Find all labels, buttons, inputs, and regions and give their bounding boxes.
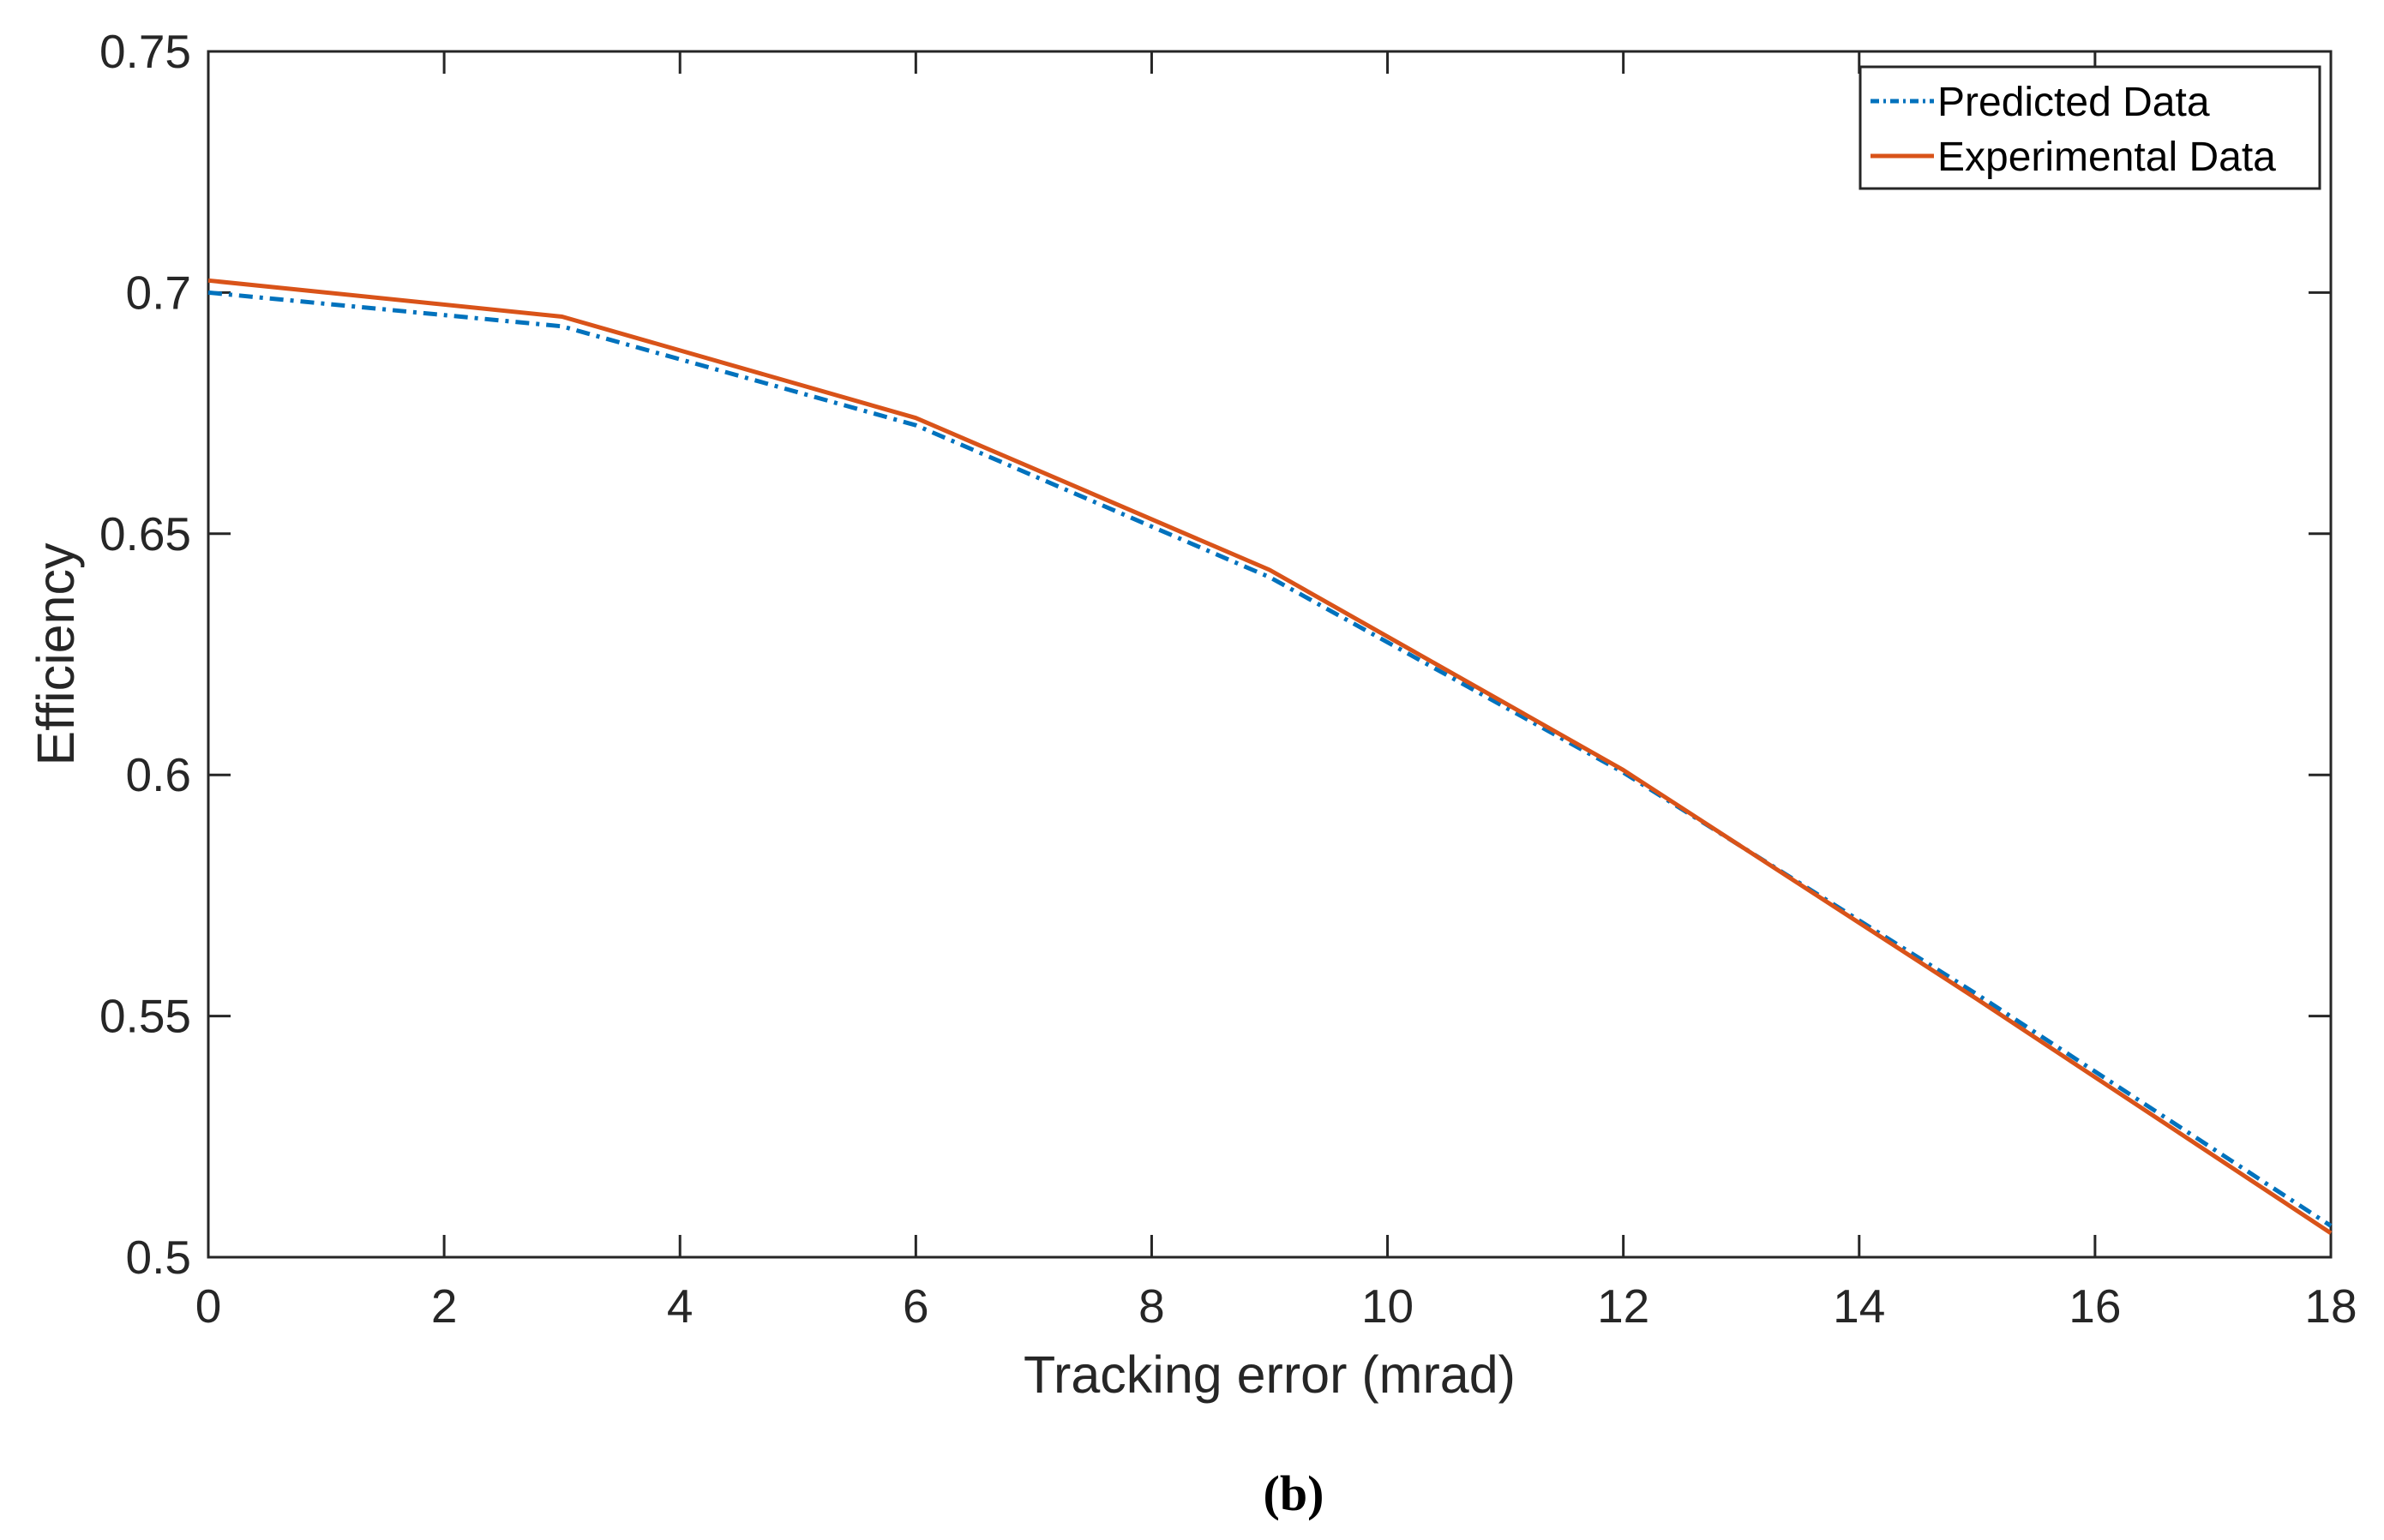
- y-tick-label: 0.55: [99, 990, 191, 1043]
- y-tick-label: 0.6: [126, 748, 191, 801]
- x-tick-label: 14: [1833, 1279, 1885, 1333]
- y-tick-label: 0.75: [99, 25, 191, 78]
- x-tick-label: 8: [1138, 1279, 1165, 1333]
- legend-label-predicted: Predicted Data: [1937, 80, 2210, 125]
- x-tick-label: 10: [1361, 1279, 1414, 1333]
- x-tick-label: 0: [195, 1279, 222, 1333]
- legend: Predicted Data Experimental Data: [1859, 65, 2321, 190]
- series-line-experimental: [207, 278, 2333, 1235]
- figure-caption: (b): [1264, 1465, 1324, 1521]
- plot-frame: [207, 50, 2333, 1259]
- x-axis-title: Tracking error (mrad): [1024, 1345, 1516, 1404]
- x-tick-label: 12: [1597, 1279, 1649, 1333]
- y-tick-label: 0.65: [99, 507, 191, 560]
- y-tick-label: 0.5: [126, 1231, 191, 1284]
- x-tick-label: 18: [2304, 1279, 2357, 1333]
- y-tick-label: 0.7: [126, 266, 191, 319]
- x-tick-label: 16: [2069, 1279, 2121, 1333]
- legend-box: [1859, 65, 2321, 190]
- x-tick-label: 2: [431, 1279, 458, 1333]
- plot-area: [207, 50, 2333, 1259]
- x-tick-label: 6: [903, 1279, 929, 1333]
- legend-label-experimental: Experimental Data: [1937, 135, 2276, 180]
- x-tick-label: 4: [667, 1279, 694, 1333]
- series-lines: [207, 278, 2333, 1235]
- axis-ticks: 0 2 4 6 8 10 12 14 16 18 0.5 0.55 0.6 0.65 0.7 0.75: [99, 25, 2357, 1333]
- y-axis-title: Efficiency: [27, 542, 85, 765]
